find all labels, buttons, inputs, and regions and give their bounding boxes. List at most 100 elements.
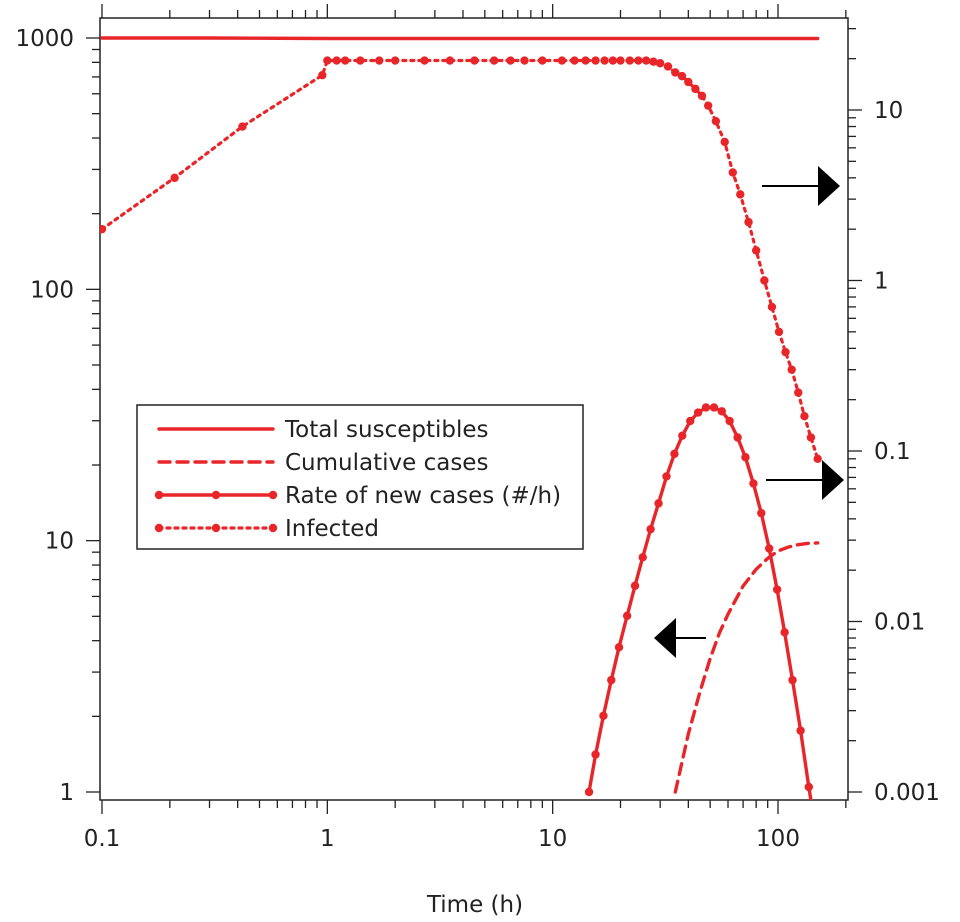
data-point — [614, 643, 624, 652]
legend-item: Infected — [154, 516, 379, 542]
data-point — [749, 479, 758, 488]
data-point — [581, 56, 590, 65]
data-point — [591, 750, 600, 759]
y-tick-label: 10 — [45, 529, 74, 555]
data-point — [663, 62, 673, 71]
data-point — [538, 56, 547, 65]
arrow-annotation — [762, 166, 840, 206]
y2-tick-label: 0.01 — [874, 610, 925, 636]
data-point — [736, 190, 745, 199]
data-point — [323, 56, 332, 65]
data-point — [641, 56, 651, 65]
data-point — [520, 56, 529, 65]
data-point — [340, 56, 350, 65]
data-point — [238, 122, 247, 131]
data-point — [420, 56, 429, 65]
legend-label: Cumulative cases — [285, 450, 488, 476]
data-point — [733, 433, 742, 442]
legend-item: Cumulative cases — [157, 450, 488, 476]
data-point — [794, 388, 803, 397]
data-point — [671, 68, 680, 77]
data-point — [684, 77, 693, 87]
series-infected — [100, 56, 822, 464]
y2-tick-label: 0.001 — [874, 780, 940, 806]
data-point — [607, 675, 616, 685]
data-point — [772, 585, 782, 594]
data-point — [686, 416, 695, 426]
data-point — [670, 449, 679, 459]
data-point — [767, 302, 777, 312]
legend-marker — [211, 490, 221, 500]
legend-item: Rate of new cases (#/h) — [154, 483, 561, 509]
plot-frame — [99, 17, 849, 801]
y2-tick-label: 0.1 — [874, 439, 911, 465]
data-point — [599, 711, 608, 720]
arrow-annotation — [766, 460, 844, 500]
data-point — [622, 611, 632, 621]
series-rate-of-new-cases-h — [584, 403, 814, 800]
series-layer — [100, 36, 822, 800]
data-point — [655, 59, 665, 68]
data-point — [445, 56, 455, 65]
x-tick-label: 10 — [538, 826, 567, 852]
data-point — [634, 56, 643, 65]
legend-item: Total susceptibles — [157, 417, 489, 443]
data-point — [356, 56, 365, 65]
legend: Total susceptibles Cumulative cases Rate o… — [136, 404, 584, 550]
series-line — [100, 58, 820, 461]
data-point — [744, 217, 753, 227]
data-point — [570, 56, 579, 65]
data-point — [697, 91, 707, 101]
data-point — [506, 56, 515, 65]
data-point — [800, 411, 809, 421]
data-point — [470, 56, 479, 65]
data-point — [489, 56, 499, 65]
data-point — [678, 431, 687, 440]
series-total-susceptibles — [100, 36, 820, 41]
data-point — [760, 276, 769, 285]
data-point — [701, 403, 711, 412]
data-point — [616, 56, 625, 65]
y2-tick-label: 1 — [874, 269, 889, 295]
data-point — [638, 553, 647, 562]
data-point — [691, 84, 700, 94]
data-point — [584, 787, 594, 797]
legend-label: Infected — [285, 516, 379, 542]
data-point — [728, 168, 737, 177]
data-point — [757, 508, 766, 518]
data-point — [654, 499, 663, 508]
data-point — [764, 544, 774, 553]
data-point — [677, 71, 687, 81]
data-point — [100, 224, 107, 234]
data-point — [703, 101, 713, 110]
legend-label: Total susceptibles — [284, 417, 489, 443]
series-line — [587, 405, 813, 800]
data-point — [720, 137, 729, 147]
data-point — [318, 70, 327, 80]
data-point — [693, 408, 703, 417]
y-tick-label: 100 — [30, 277, 74, 303]
legend-marker — [268, 490, 278, 500]
data-point — [709, 403, 719, 412]
data-point — [332, 56, 341, 65]
data-point — [725, 416, 734, 426]
series-line — [673, 541, 820, 794]
legend-marker — [154, 490, 164, 500]
annotation-layer — [654, 166, 844, 658]
legend-marker — [211, 523, 221, 533]
series-clip-group — [100, 36, 822, 800]
arrow-annotation — [654, 618, 706, 658]
data-point — [804, 782, 814, 792]
data-point — [788, 675, 797, 685]
data-point — [796, 726, 805, 735]
data-point — [591, 56, 600, 65]
legend-label: Rate of new cases (#/h) — [285, 483, 561, 509]
data-point — [780, 628, 789, 637]
data-point — [717, 407, 726, 416]
data-point — [781, 347, 790, 357]
data-point — [625, 56, 635, 65]
data-point — [608, 56, 618, 65]
legend-marker — [154, 523, 164, 533]
data-point — [649, 57, 658, 66]
